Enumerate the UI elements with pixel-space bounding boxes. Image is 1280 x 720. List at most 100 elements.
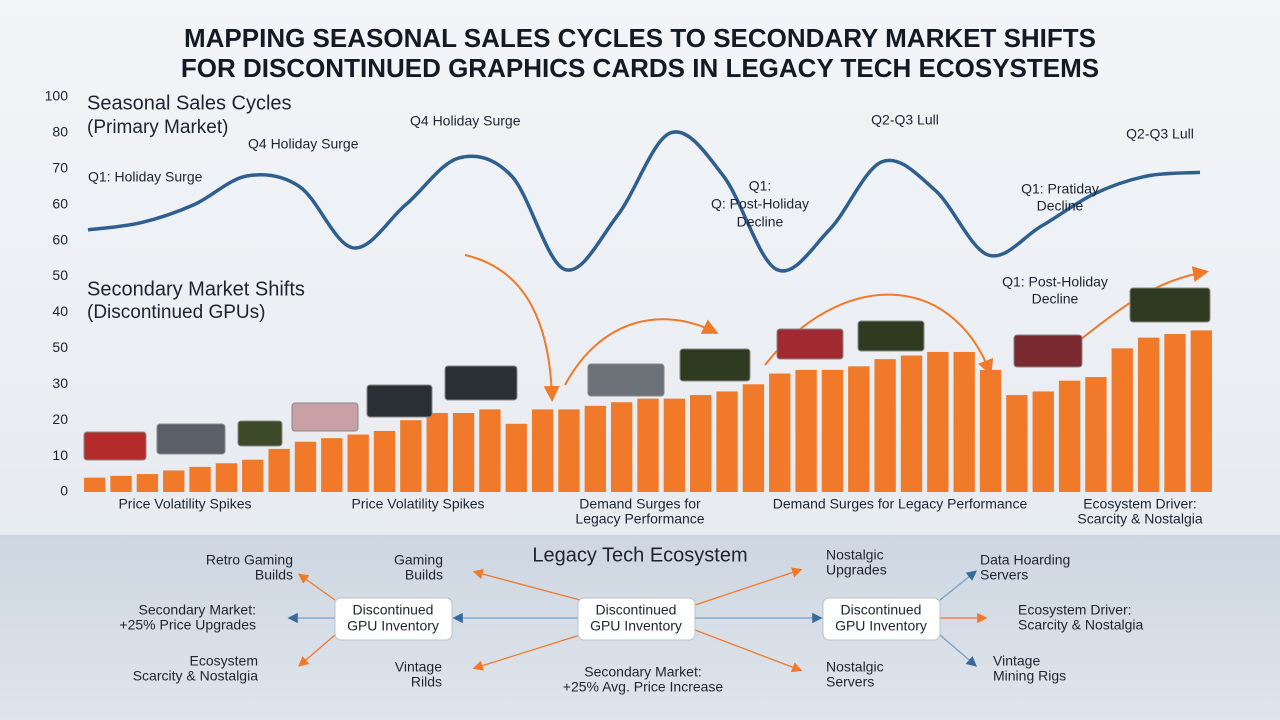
decorations: [83, 254, 1211, 673]
annotation: Q2-Q3 Lull: [1126, 126, 1194, 142]
bar: [821, 369, 844, 492]
annotation: Q1: Holiday Surge: [88, 169, 203, 185]
chart-title: MAPPING SEASONAL SALES CYCLES TO SECONDA…: [184, 23, 1096, 53]
y-tick-label: 50: [52, 339, 68, 355]
bar: [531, 409, 554, 492]
trend-arrow: [464, 254, 560, 402]
annotation: Decline: [1032, 291, 1079, 307]
gpu-icon: [587, 363, 665, 397]
annotation: Q1: Post-Holiday: [1002, 274, 1108, 290]
gpu-images: [83, 287, 1211, 461]
gpu-icon: [83, 431, 147, 461]
gpu-icon: [857, 320, 925, 352]
annotation: Decline: [737, 214, 784, 230]
y-tick-label: 20: [52, 411, 68, 427]
annotation: Legacy Performance: [575, 511, 704, 527]
hub-label: GPU Inventory: [835, 618, 927, 634]
bar: [479, 409, 501, 492]
connector: [472, 634, 581, 671]
hub-label: Discontinued: [841, 602, 922, 618]
annotation: Decline: [1037, 198, 1084, 214]
bar: [1006, 395, 1028, 492]
annotation: Price Volatility Spikes: [118, 496, 251, 512]
bar: [1058, 380, 1081, 492]
annotation: Demand Surges for Legacy Performance: [773, 496, 1028, 512]
connector: [939, 570, 978, 601]
y-tick-label: 100: [45, 88, 69, 104]
connector: [297, 573, 336, 601]
hub-box: [577, 597, 696, 641]
gpu-icon: [366, 384, 433, 418]
bar: [189, 466, 211, 492]
gpu-icon: [679, 348, 751, 382]
connector: [939, 634, 977, 667]
bar: [690, 395, 712, 492]
trend-arrow: [564, 318, 719, 386]
y-tick-label: 50: [52, 267, 68, 283]
node-label: Upgrades: [826, 562, 887, 578]
annotation: Demand Surges for: [579, 496, 701, 512]
bar: [716, 391, 738, 492]
y-tick-label: 70: [52, 160, 68, 176]
node-label: +25% Avg. Price Increase: [563, 679, 724, 695]
bar: [373, 430, 396, 492]
bar: [1137, 337, 1160, 492]
bar: [1111, 348, 1133, 492]
bar: [637, 398, 659, 492]
bar: [953, 351, 975, 492]
node-label: Ecosystem: [190, 653, 258, 669]
annotation: Q2-Q3 Lull: [871, 112, 939, 128]
y-tick-label: 30: [52, 375, 68, 391]
bar: [505, 423, 527, 492]
bar: [795, 369, 817, 492]
annotation: Q4 Holiday Surge: [410, 113, 521, 129]
gpu-icon: [237, 420, 283, 447]
diagram-title: Legacy Tech Ecosystem: [532, 544, 747, 566]
gpu-icon: [1129, 287, 1211, 323]
node-label: Vintage: [395, 659, 442, 675]
node-label: Servers: [826, 674, 874, 690]
node-label: Nostalgic: [826, 659, 884, 675]
gpu-icon: [156, 423, 226, 455]
node-label: Secondary Market:: [139, 602, 257, 618]
gpu-icon: [776, 328, 844, 360]
bar: [769, 373, 791, 492]
node-label: Data Hoarding: [980, 552, 1070, 568]
gpu-icon: [1013, 334, 1083, 368]
bar: [321, 438, 343, 492]
y-tick-label: 10: [52, 447, 68, 463]
line: [87, 130, 1201, 273]
bar: [136, 474, 159, 492]
y-tick-label: 0: [60, 483, 68, 499]
annotation: Q4 Holiday Surge: [248, 136, 359, 152]
node-label: Scarcity & Nostalgia: [133, 668, 258, 684]
connector: [694, 567, 803, 606]
bar: [610, 402, 633, 492]
node-label: Scarcity & Nostalgia: [1018, 617, 1143, 633]
hub-label: GPU Inventory: [590, 618, 682, 634]
chart-title: FOR DISCONTINUED GRAPHICS CARDS IN LEGAC…: [181, 53, 1099, 83]
bar: [979, 369, 1002, 492]
gpu-icon: [444, 365, 518, 401]
annotation: Scarcity & Nostalgia: [1077, 511, 1202, 527]
hub-label: GPU Inventory: [347, 618, 439, 634]
node-label: Servers: [980, 567, 1028, 583]
annotation: Secondary Market Shifts: [87, 278, 305, 300]
connector: [694, 629, 803, 673]
node-label: Builds: [255, 567, 293, 583]
bar: [663, 398, 686, 492]
annotation: Price Volatility Spikes: [351, 496, 484, 512]
bar: [110, 475, 132, 492]
bar: [242, 459, 264, 492]
annotation: Q1:: [749, 178, 772, 194]
annotation: Q: Post-Holiday: [711, 196, 809, 212]
bar: [558, 409, 580, 492]
bar: [1190, 330, 1212, 492]
bar: [215, 463, 238, 492]
hub-label: Discontinued: [353, 602, 434, 618]
connector: [472, 568, 581, 601]
node-label: Secondary Market:: [584, 664, 702, 680]
gpu-icon: [291, 402, 359, 432]
node-label: Rilds: [411, 674, 442, 690]
